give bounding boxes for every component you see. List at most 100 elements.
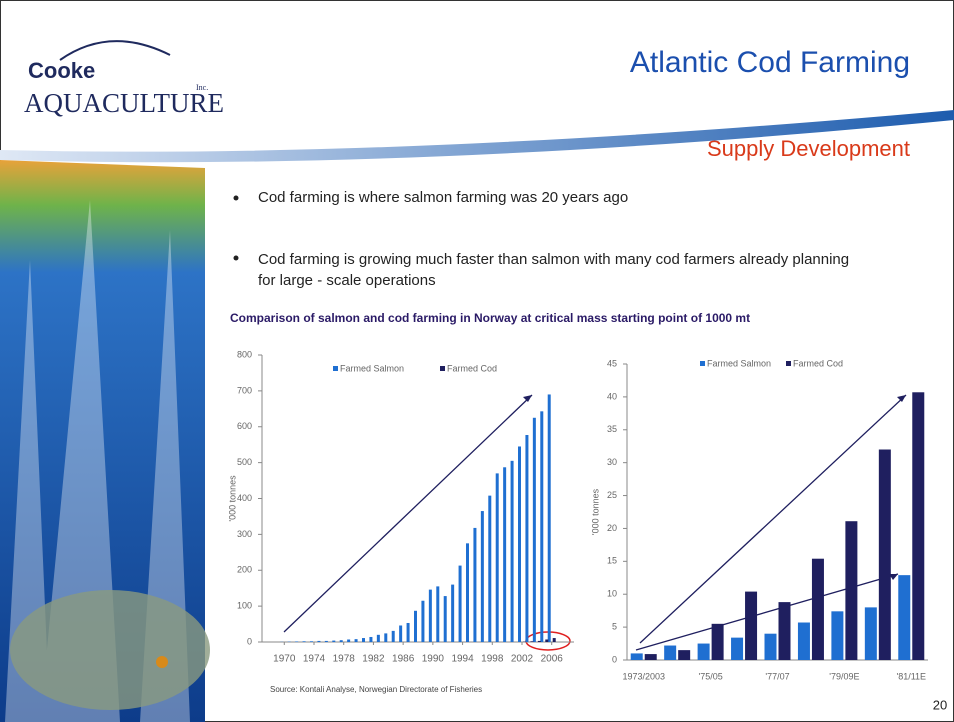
y-tick-label: 700 xyxy=(237,385,252,395)
legend-label: Farmed Salmon xyxy=(707,358,771,368)
bar xyxy=(540,411,544,642)
bar xyxy=(488,495,492,642)
logo-swoosh xyxy=(59,40,171,61)
bar xyxy=(532,417,536,642)
y-tick-label: 20 xyxy=(607,523,617,533)
x-tick-label: 2002 xyxy=(511,654,534,665)
bar xyxy=(731,637,744,660)
bar xyxy=(912,392,925,660)
bar xyxy=(537,640,541,642)
y-tick-label: 100 xyxy=(237,601,252,611)
header-swoosh xyxy=(0,110,954,163)
bullet xyxy=(233,255,239,261)
y-tick-label: 800 xyxy=(237,349,252,359)
bar xyxy=(317,640,321,642)
bar xyxy=(797,622,810,660)
y-tick-label: 40 xyxy=(607,391,617,401)
bar xyxy=(324,640,328,642)
bar xyxy=(878,449,891,660)
y-tick-label: 0 xyxy=(247,636,252,646)
y-tick-label: 30 xyxy=(607,457,617,467)
bar xyxy=(864,607,877,660)
source-note: Source: Kontali Analyse, Norwegian Direc… xyxy=(270,685,482,694)
bullet xyxy=(233,195,239,201)
legend-swatch xyxy=(700,361,705,366)
bullet-text: Cod farming is growing much faster than … xyxy=(258,251,850,289)
legend-swatch xyxy=(333,366,338,371)
bar xyxy=(644,654,657,660)
y-tick-label: 25 xyxy=(607,490,617,500)
page-number: 20 xyxy=(933,697,947,712)
bar xyxy=(362,638,365,642)
bar xyxy=(347,639,351,642)
bar xyxy=(552,638,556,642)
bar xyxy=(745,591,758,660)
bar xyxy=(369,636,373,642)
arrow-head xyxy=(523,395,532,402)
x-tick-label: 2006 xyxy=(541,654,564,665)
bar xyxy=(332,640,336,642)
y-tick-label: 400 xyxy=(237,493,252,503)
bar xyxy=(630,653,643,660)
fish-illustration xyxy=(10,590,210,710)
x-tick-label: 1982 xyxy=(362,654,385,665)
bar xyxy=(414,610,417,642)
legend-label: Farmed Cod xyxy=(793,358,843,368)
fish-eye xyxy=(156,656,168,668)
legend-swatch xyxy=(440,366,445,371)
bar xyxy=(466,543,469,642)
arrow-head xyxy=(897,395,906,402)
x-tick-label: 1994 xyxy=(451,654,474,665)
trend-arrow xyxy=(283,394,533,633)
bar xyxy=(421,600,425,642)
bar xyxy=(811,558,824,660)
x-tick-label: 1978 xyxy=(333,654,356,665)
bar xyxy=(664,645,677,660)
bar xyxy=(302,641,306,642)
x-tick-label: 1986 xyxy=(392,654,415,665)
bar xyxy=(503,467,507,642)
bar xyxy=(845,521,858,660)
y-tick-label: 0 xyxy=(612,654,617,664)
logo-brand: Cooke xyxy=(28,58,95,83)
bar xyxy=(354,639,358,642)
bar xyxy=(547,394,551,642)
bar xyxy=(339,640,343,642)
bar xyxy=(678,650,691,660)
y-tick-label: 300 xyxy=(237,529,252,539)
bar xyxy=(310,641,313,642)
x-tick-label: '77/07 xyxy=(765,671,789,681)
legend-label: Farmed Salmon xyxy=(340,363,404,373)
slide-title: Atlantic Cod Farming xyxy=(630,46,910,79)
bar xyxy=(428,589,432,642)
bar xyxy=(518,446,521,642)
bar xyxy=(391,630,395,642)
bar xyxy=(831,611,844,660)
bar xyxy=(495,473,499,642)
y-tick-label: 10 xyxy=(607,589,617,599)
arrow-head xyxy=(889,574,898,580)
x-tick-label: '75/05 xyxy=(698,671,722,681)
bar xyxy=(473,527,477,642)
bar xyxy=(510,460,514,642)
bar xyxy=(384,633,388,642)
bar xyxy=(711,623,724,660)
bullet-text: Cod farming is where salmon farming was … xyxy=(258,189,629,206)
x-tick-label: 1970 xyxy=(273,654,296,665)
y-tick-label: 600 xyxy=(237,421,252,431)
slide-subtitle: Supply Development xyxy=(707,136,910,161)
bar xyxy=(406,622,410,642)
y-tick-label: 35 xyxy=(607,424,617,434)
bar xyxy=(525,435,529,642)
bar xyxy=(376,634,380,642)
logo-suffix: Inc. xyxy=(196,83,208,92)
bar xyxy=(778,602,791,660)
side-rays xyxy=(5,200,190,722)
y-tick-label: 5 xyxy=(612,621,617,631)
y-tick-label: 200 xyxy=(237,565,252,575)
x-tick-label: 1974 xyxy=(303,654,326,665)
trend-arrow xyxy=(639,394,907,644)
bar xyxy=(898,575,911,660)
